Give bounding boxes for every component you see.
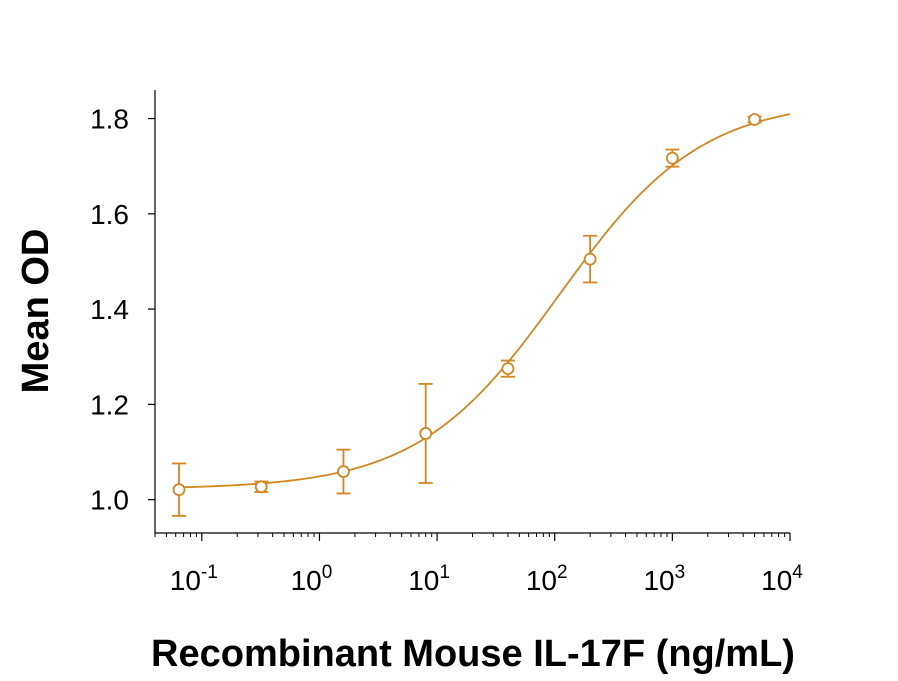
point-marker	[665, 151, 679, 165]
point-marker	[254, 480, 268, 494]
data-point	[336, 448, 351, 495]
data-point	[418, 383, 433, 484]
y-axis-title: Mean OD	[15, 229, 57, 394]
x-tick-label: 101	[408, 562, 450, 596]
point-marker	[172, 483, 186, 497]
y-tick-label: 1.8	[90, 104, 129, 135]
data-point	[172, 462, 187, 517]
x-tick-label: 102	[526, 562, 568, 596]
data-points-group	[172, 113, 762, 517]
point-marker	[337, 465, 350, 478]
x-axis-title: Recombinant Mouse IL-17F (ng/mL)	[151, 633, 795, 675]
fit-curve-group	[178, 113, 791, 489]
point-marker	[583, 252, 597, 266]
data-point	[583, 234, 598, 284]
data-point	[747, 113, 762, 126]
y-tick-label: 1.6	[90, 199, 129, 230]
fit-curve	[178, 113, 791, 489]
x-tick-label: 104	[761, 562, 803, 596]
point-marker	[501, 362, 515, 376]
x-tick-label: 100	[291, 562, 333, 596]
point-marker	[419, 427, 433, 440]
y-tick-label: 1.2	[90, 389, 129, 420]
x-axis-ticks: 10-1 100 101 102 103 104	[154, 533, 803, 596]
axes	[154, 90, 790, 534]
y-tick-label: 1.4	[90, 294, 129, 325]
data-point	[665, 148, 680, 168]
y-axis-ticks: 1.0 1.2 1.4 1.6 1.8	[90, 104, 155, 516]
point-marker	[748, 113, 761, 126]
data-point	[500, 359, 515, 378]
data-point	[254, 480, 269, 494]
x-tick-label: 103	[643, 562, 685, 596]
x-tick-label: 10-1	[170, 562, 218, 596]
y-tick-label: 1.0	[90, 485, 129, 516]
